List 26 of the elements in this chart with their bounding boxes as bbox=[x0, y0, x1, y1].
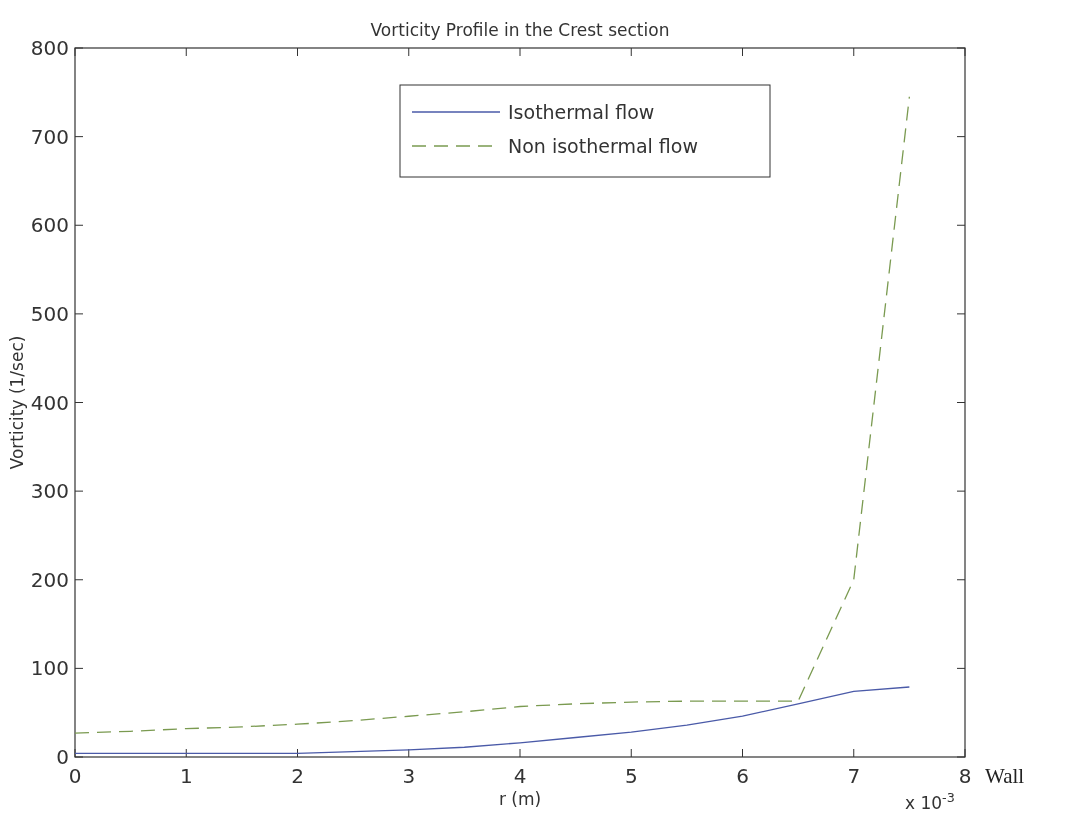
text: x 10$^{-3}$ bbox=[905, 789, 955, 813]
y-tick-label: 600 bbox=[30, 213, 69, 238]
text: Wall bbox=[985, 764, 1025, 788]
x-tick-label: 3 bbox=[402, 764, 416, 788]
y-tick-label: 800 bbox=[30, 36, 69, 60]
y-tick-label: 0 bbox=[56, 745, 69, 769]
line-series bbox=[74, 96, 911, 734]
y-tick-label: 500 bbox=[30, 301, 69, 326]
y-tick-label: 200 bbox=[30, 567, 69, 592]
x-tick-label: 7 bbox=[847, 764, 861, 788]
x-tick-label: 6 bbox=[736, 764, 749, 788]
x-tick-label: 2 bbox=[291, 764, 304, 788]
x-tick-label: 1 bbox=[179, 764, 193, 788]
y-tick-label: 700 bbox=[30, 124, 69, 149]
x-tick-label: 4 bbox=[513, 764, 527, 788]
legend-label: Isothermal flow bbox=[508, 101, 655, 123]
y-axis-title: Vorticity (1/sec) bbox=[7, 335, 27, 470]
x-tick-label: 5 bbox=[624, 764, 638, 788]
legend-label: Non isothermal flow bbox=[508, 135, 698, 157]
line-series bbox=[74, 686, 911, 755]
x-axis-title: r (m) bbox=[498, 789, 542, 809]
chart-title: Vorticity Profile in the Crest section bbox=[370, 20, 670, 40]
x-tick-label: 8 bbox=[958, 764, 972, 788]
y-tick-label: 100 bbox=[30, 656, 69, 681]
y-tick-label: 300 bbox=[30, 479, 69, 504]
y-tick-label: 400 bbox=[30, 390, 69, 415]
